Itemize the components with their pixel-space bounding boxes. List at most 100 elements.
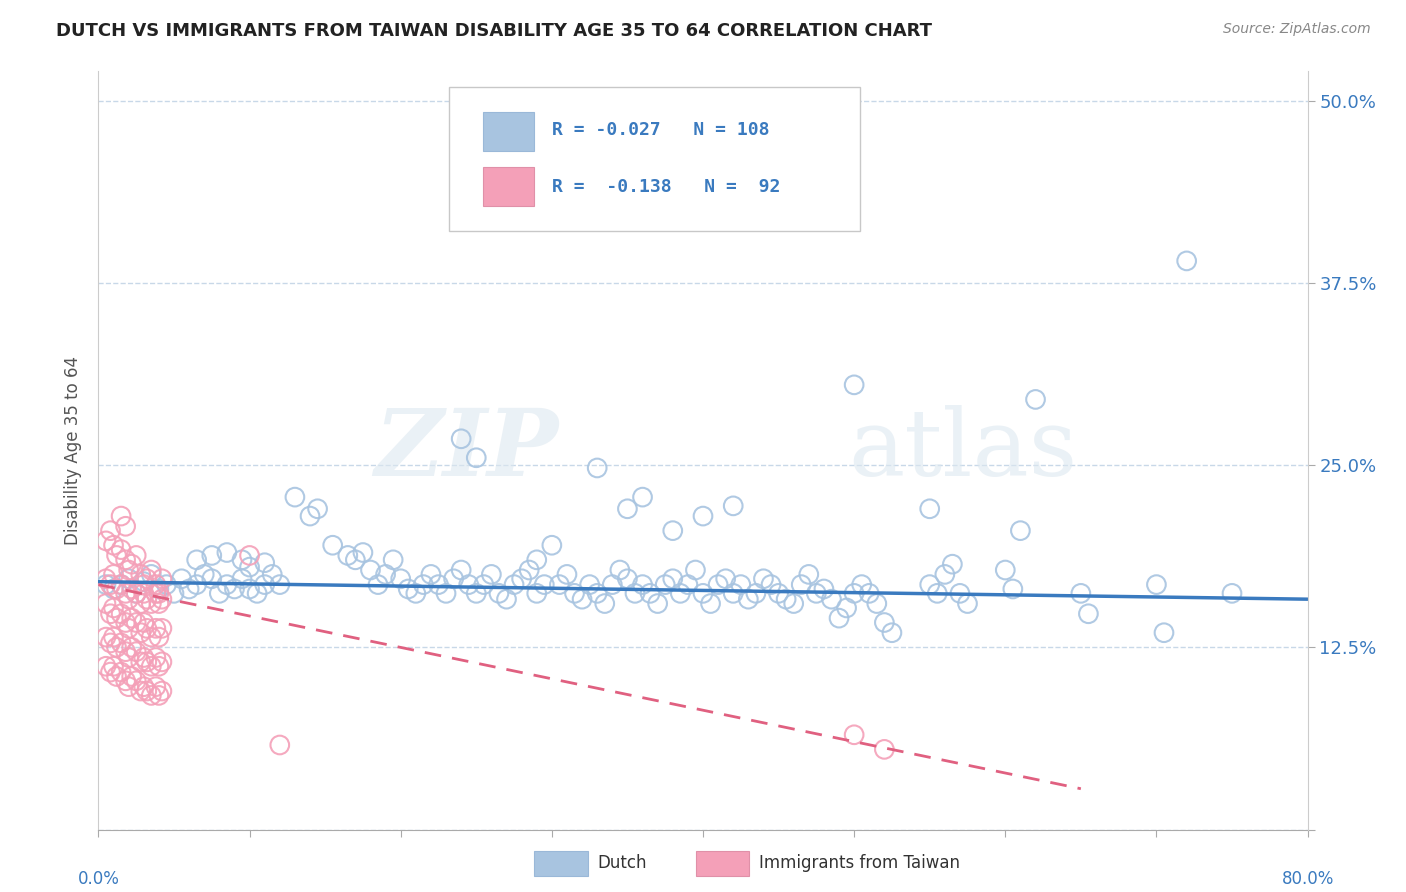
Point bbox=[94, 533, 117, 548]
Point bbox=[759, 577, 782, 591]
Point bbox=[170, 572, 193, 586]
Point bbox=[797, 567, 820, 582]
Point bbox=[94, 577, 117, 591]
Point bbox=[121, 582, 143, 596]
Point bbox=[631, 577, 654, 591]
Point bbox=[148, 689, 170, 703]
Point bbox=[179, 582, 201, 596]
Point bbox=[125, 615, 148, 630]
Point bbox=[465, 586, 488, 600]
Point bbox=[253, 577, 276, 591]
Point bbox=[790, 577, 813, 591]
Point bbox=[616, 572, 638, 586]
Point bbox=[1024, 392, 1046, 407]
Point bbox=[132, 577, 155, 591]
Point bbox=[145, 650, 167, 665]
Text: Source: ZipAtlas.com: Source: ZipAtlas.com bbox=[1223, 22, 1371, 37]
Point bbox=[253, 556, 276, 570]
Point bbox=[844, 377, 866, 392]
Point bbox=[336, 549, 359, 563]
Point bbox=[103, 630, 125, 644]
Text: DUTCH VS IMMIGRANTS FROM TAIWAN DISABILITY AGE 35 TO 64 CORRELATION CHART: DUTCH VS IMMIGRANTS FROM TAIWAN DISABILI… bbox=[56, 22, 932, 40]
Point bbox=[105, 582, 128, 596]
Point bbox=[858, 586, 880, 600]
Point bbox=[450, 563, 472, 577]
Point bbox=[103, 538, 125, 552]
Point bbox=[578, 577, 600, 591]
Point bbox=[661, 572, 683, 586]
Point bbox=[752, 572, 775, 586]
Point bbox=[918, 501, 941, 516]
Point bbox=[813, 582, 835, 596]
Point bbox=[873, 742, 896, 756]
Point bbox=[880, 625, 903, 640]
Point bbox=[215, 545, 238, 559]
Point bbox=[150, 592, 173, 607]
Point bbox=[114, 553, 136, 567]
Point bbox=[186, 577, 208, 591]
Point bbox=[472, 577, 495, 591]
Point bbox=[141, 567, 163, 582]
Point bbox=[208, 586, 231, 600]
Point bbox=[125, 586, 148, 600]
Point bbox=[114, 673, 136, 688]
Point bbox=[669, 586, 692, 600]
Point bbox=[533, 577, 555, 591]
Text: Dutch: Dutch bbox=[598, 855, 647, 872]
Point bbox=[723, 499, 745, 513]
Point bbox=[1077, 607, 1099, 621]
Point bbox=[121, 669, 143, 683]
Point bbox=[129, 597, 152, 611]
Point bbox=[129, 567, 152, 582]
FancyBboxPatch shape bbox=[482, 112, 534, 151]
Point bbox=[114, 519, 136, 533]
Point bbox=[239, 560, 262, 574]
FancyBboxPatch shape bbox=[482, 167, 534, 206]
Point bbox=[103, 659, 125, 673]
Point bbox=[510, 572, 533, 586]
Point bbox=[723, 586, 745, 600]
Point bbox=[132, 586, 155, 600]
Point bbox=[548, 577, 571, 591]
Point bbox=[145, 586, 167, 600]
Point bbox=[105, 669, 128, 683]
Point bbox=[934, 567, 956, 582]
Point bbox=[405, 586, 427, 600]
Point bbox=[481, 567, 503, 582]
Text: atlas: atlas bbox=[848, 406, 1077, 495]
Text: 0.0%: 0.0% bbox=[77, 871, 120, 888]
Point bbox=[141, 597, 163, 611]
Point bbox=[110, 509, 132, 524]
Text: Immigrants from Taiwan: Immigrants from Taiwan bbox=[759, 855, 960, 872]
Point bbox=[344, 553, 367, 567]
Point bbox=[367, 577, 389, 591]
Point bbox=[374, 567, 396, 582]
Point bbox=[806, 586, 828, 600]
Point bbox=[105, 549, 128, 563]
Point bbox=[564, 586, 586, 600]
Point bbox=[121, 640, 143, 655]
Point bbox=[1010, 524, 1032, 538]
Point bbox=[121, 611, 143, 625]
Point bbox=[239, 549, 262, 563]
Point bbox=[114, 615, 136, 630]
Point bbox=[382, 553, 405, 567]
Point bbox=[269, 738, 291, 752]
Point bbox=[692, 509, 714, 524]
Point bbox=[186, 553, 208, 567]
Point bbox=[129, 684, 152, 698]
Point bbox=[427, 577, 450, 591]
Point bbox=[100, 607, 122, 621]
Point bbox=[121, 557, 143, 572]
Point bbox=[129, 655, 152, 669]
Point bbox=[132, 680, 155, 694]
Point bbox=[246, 586, 269, 600]
Point bbox=[434, 586, 457, 600]
Point bbox=[813, 140, 835, 154]
Point bbox=[1175, 254, 1198, 268]
Point bbox=[360, 563, 382, 577]
Point bbox=[148, 586, 170, 600]
Point bbox=[201, 549, 224, 563]
Point bbox=[844, 728, 866, 742]
Point bbox=[631, 490, 654, 504]
